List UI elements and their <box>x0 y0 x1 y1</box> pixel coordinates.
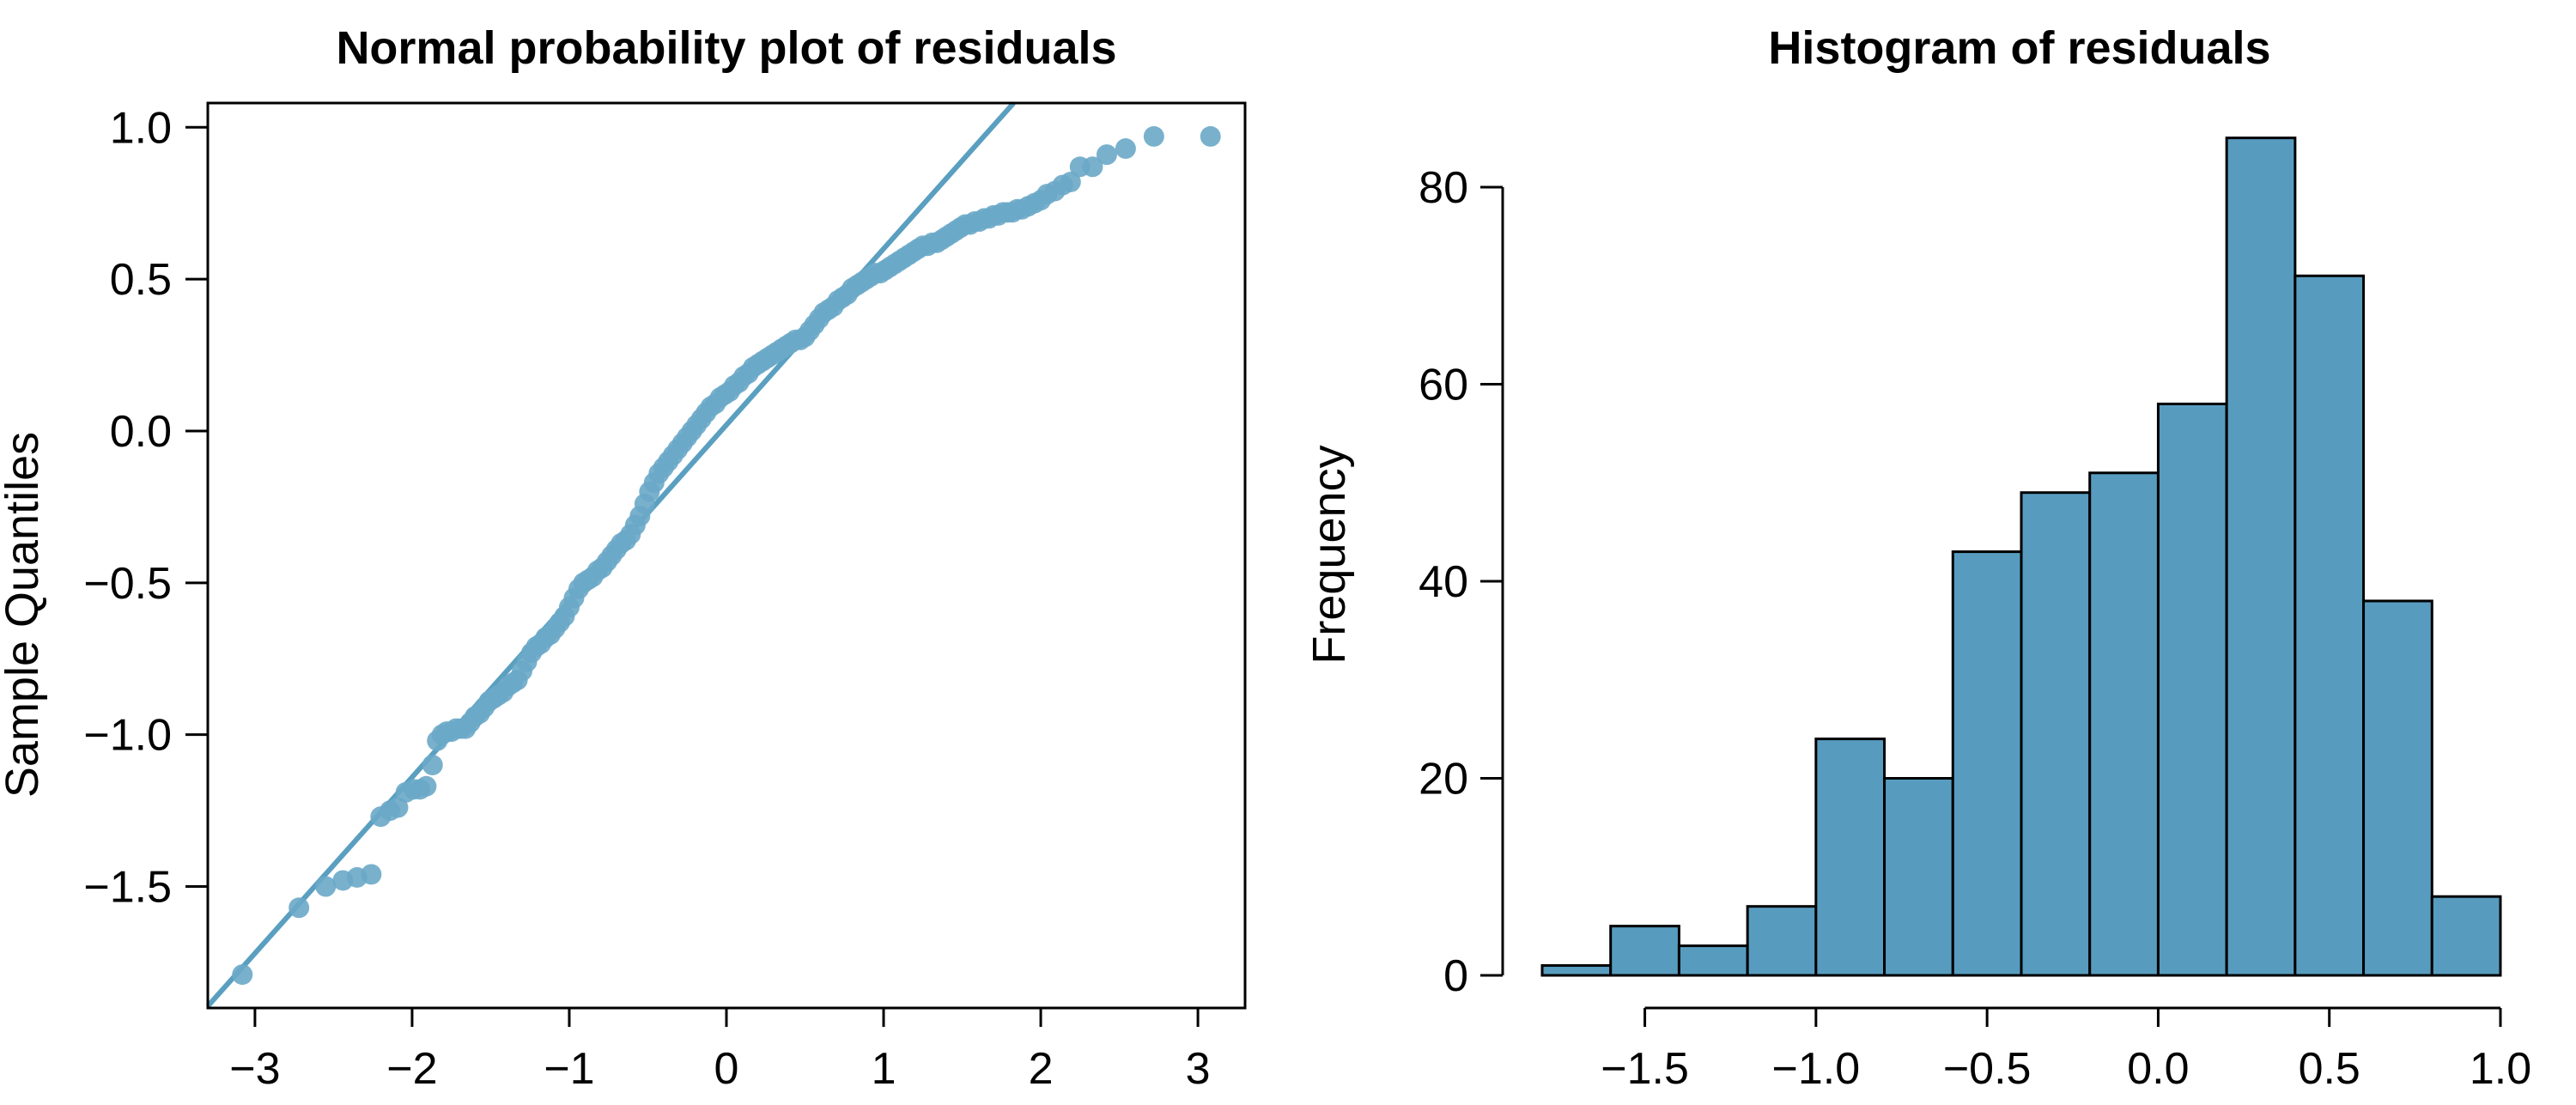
histogram-bar <box>1677 944 1749 977</box>
qq-point <box>1082 156 1103 178</box>
histogram-bar <box>2225 137 2297 977</box>
histogram-x-tick-label: 0.0 <box>2127 1044 2189 1094</box>
qq-y-tick-label: −1.0 <box>83 711 172 761</box>
histogram-bar <box>2430 895 2502 977</box>
qq-x-tick-label: 3 <box>1186 1044 1211 1094</box>
histogram-x-tick-label: −1.5 <box>1601 1044 1689 1094</box>
histogram-bar <box>1883 777 1954 977</box>
qq-x-tick-label: 0 <box>714 1044 739 1094</box>
qq-plot-title: Normal probability plot of residuals <box>336 22 1116 74</box>
qq-marks <box>205 101 1221 1008</box>
qq-y-tick-label: 1.0 <box>110 103 172 153</box>
qq-x-tick-label: 2 <box>1029 1044 1054 1094</box>
histogram-y-tick-label: 20 <box>1419 755 1468 804</box>
qq-point <box>289 897 310 919</box>
qq-y-axis-label: Sample Quantiles <box>0 432 48 798</box>
normal-probability-plot: Normal probability plot of residuals Sam… <box>0 22 1247 1094</box>
histogram-x-tick-label: −0.5 <box>1943 1044 2032 1094</box>
qq-point <box>232 964 253 986</box>
qq-y-tick-label: 0.5 <box>110 255 172 305</box>
histogram-y-tick-label: 0 <box>1443 951 1468 1001</box>
qq-point <box>422 755 443 776</box>
qq-point <box>1096 144 1117 166</box>
histogram-x-tick-label: 1.0 <box>2470 1044 2531 1094</box>
histogram-y-tick-label: 40 <box>1419 557 1468 607</box>
histogram-bar <box>1609 925 1680 977</box>
histogram-bar <box>2293 274 2366 977</box>
histogram-bar <box>2020 491 2092 977</box>
qq-point <box>1115 138 1136 160</box>
qq-point <box>1200 125 1221 147</box>
histogram-of-residuals: Histogram of residuals Frequency 0 20 40 60… <box>1303 22 2531 1094</box>
qq-x-tick-label: −2 <box>386 1044 437 1094</box>
qq-y-tick-label: 0.0 <box>110 407 172 457</box>
qq-point <box>1060 171 1081 192</box>
qq-axes: −3 −2 −1 0 1 2 3 1.0 0.5 0.0 −0.5 −1.0 −1.5 <box>83 103 1210 1094</box>
histogram-bars <box>1540 137 2502 977</box>
histogram-axes: 0 20 40 60 80 −1.5 −1.0 −0.5 0.0 0.5 1.0 <box>1419 163 2531 1094</box>
qq-point <box>387 797 409 818</box>
histogram-bar <box>2156 402 2228 977</box>
histogram-bar <box>1746 905 1818 977</box>
histogram-y-tick-label: 60 <box>1419 361 1468 410</box>
histogram-title: Histogram of residuals <box>1768 22 2270 74</box>
histogram-y-tick-label: 80 <box>1419 163 1468 213</box>
histogram-x-tick-label: 0.5 <box>2299 1044 2360 1094</box>
histogram-bar <box>2362 599 2433 977</box>
qq-y-tick-label: −0.5 <box>83 559 172 609</box>
histogram-x-tick-label: −1.0 <box>1772 1044 1861 1094</box>
qq-x-tick-label: −3 <box>229 1044 280 1094</box>
qq-x-tick-label: 1 <box>872 1044 896 1094</box>
qq-point <box>361 864 382 885</box>
qq-point <box>416 775 437 797</box>
qq-point <box>315 876 337 897</box>
histogram-bar <box>2088 471 2160 977</box>
qq-point <box>1143 125 1164 147</box>
histogram-y-axis-label: Frequency <box>1303 445 1355 664</box>
histogram-bar <box>1814 738 1886 977</box>
histogram-bar <box>1540 964 1613 977</box>
qq-x-tick-label: −1 <box>544 1044 594 1094</box>
qq-y-tick-label: −1.5 <box>83 863 172 913</box>
histogram-bar <box>1951 550 2023 977</box>
